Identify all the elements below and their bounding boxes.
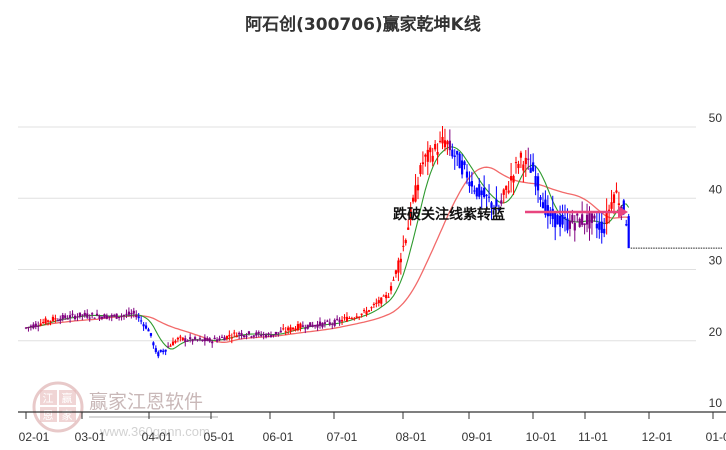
candlesticks <box>24 126 630 359</box>
x-tick-label: 06-01 <box>263 430 294 444</box>
x-tick-label: 10-01 <box>526 430 557 444</box>
x-tick-label: 11-01 <box>578 430 608 444</box>
x-tick-label: 12-01 <box>642 430 673 444</box>
x-tick-label: 03-01 <box>75 430 106 444</box>
annotation-text: 跌破关注线紫转蓝 <box>393 206 505 223</box>
watermark: 江 赢 恩 家 赢家江恩软件 www.360gann.com <box>32 381 218 439</box>
grid-lines <box>18 126 696 342</box>
annotation: 跌破关注线紫转蓝 <box>393 206 628 223</box>
x-tick-label: 05-01 <box>204 430 235 444</box>
x-tick-label: 07-01 <box>327 430 358 444</box>
y-tick-label: 20 <box>709 325 723 339</box>
svg-text:江: 江 <box>43 392 54 405</box>
chart-title: 阿石创(300706)赢家乾坤K线 <box>245 15 481 35</box>
svg-text:赢: 赢 <box>62 391 73 405</box>
y-axis: 10 20 30 40 50 <box>709 111 723 410</box>
y-tick-label: 50 <box>709 111 723 125</box>
watermark-logo-icon <box>32 381 84 433</box>
x-tick-label: 01-01 <box>706 430 726 444</box>
svg-text:家: 家 <box>62 408 73 422</box>
x-axis: 02-01 03-01 04-01 05-01 06-01 07-01 08-01 09-01… <box>18 411 726 444</box>
moving-average-lines <box>25 146 722 350</box>
x-tick-label: 08-01 <box>396 430 427 444</box>
x-tick-label: 09-01 <box>462 430 493 444</box>
svg-text:恩: 恩 <box>43 409 54 422</box>
y-tick-label: 10 <box>709 396 723 410</box>
x-tick-label: 02-01 <box>19 430 50 444</box>
arrow-head-icon <box>618 206 628 218</box>
watermark-brand: 赢家江恩软件 <box>89 391 203 413</box>
x-tick-label: 04-01 <box>142 430 173 444</box>
y-tick-label: 30 <box>709 254 723 268</box>
y-tick-label: 40 <box>709 182 723 196</box>
watermark-url: www.360gann.com <box>99 424 210 439</box>
